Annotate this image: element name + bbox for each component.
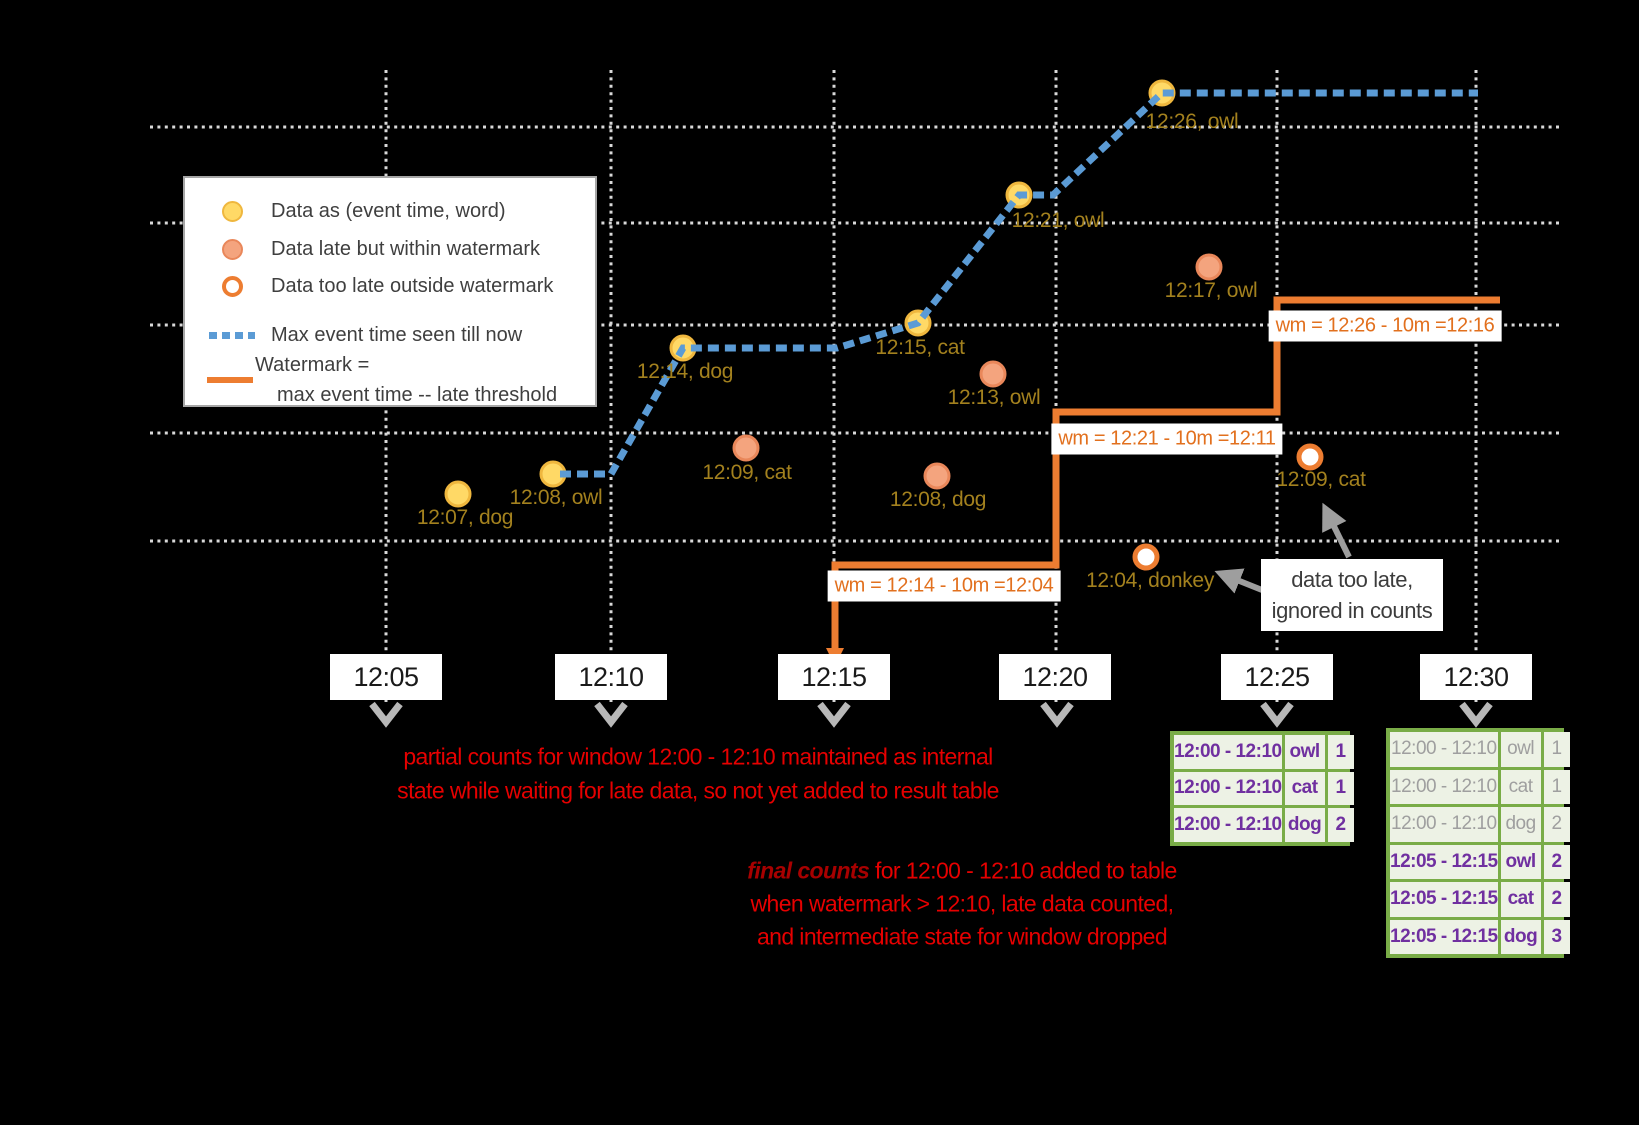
too-late-ring-icon [209,275,255,297]
legend: Data as (event time, word) Data late but… [183,176,597,407]
legend-label: Watermark = [255,354,370,376]
legend-item: Data late but within watermark [209,234,540,264]
window-cell: 12:05 - 12:15 [1390,882,1498,917]
max-event-time-line [560,89,1478,478]
count-cell: 3 [1543,919,1570,954]
on-time-dot-icon [209,200,255,222]
window-cell: 12:05 - 12:15 [1390,844,1498,879]
window-cell: 12:00 - 12:10 [1390,732,1498,767]
point-label: 12:09, cat [1276,468,1366,491]
result-table-1230: 12:00 - 12:10 owl 1 12:00 - 12:10 cat 1 … [1386,728,1570,958]
late-point-dot [732,434,760,462]
window-cell: 12:05 - 12:15 [1390,919,1498,954]
point-label: 12:17, owl [1164,279,1258,302]
legend-label: Data as (event time, word) [271,199,506,222]
word-cell: dog [1500,919,1541,954]
window-cell: 12:00 - 12:10 [1390,769,1498,804]
watermark-value-label: wm = 12:26 - 10m =12:16 [1268,310,1502,342]
final-counts-note-line1: final counts for 12:00 - 12:10 added to … [747,857,1177,885]
time-tick-1225: 12:25 [1221,654,1333,700]
word-cell: cat [1500,769,1541,804]
word-cell: owl [1500,732,1541,767]
count-cell: 1 [1543,732,1570,767]
legend-item: Max event time seen till now [209,320,522,350]
watermark-value-label: wm = 12:21 - 10m =12:11 [1051,423,1283,455]
window-cell: 12:00 - 12:10 [1174,735,1282,769]
late-point-dot [979,360,1007,388]
count-cell: 2 [1327,808,1354,842]
point-label: 12:26, owl [1145,110,1239,133]
result-table-1225: 12:00 - 12:10 owl 1 12:00 - 12:10 cat 1 … [1170,731,1354,846]
late-point-dot [1195,253,1223,281]
late-point-dot [923,462,951,490]
too-late-line1: data too late, [1291,567,1413,592]
time-tick-1215: 12:15 [778,654,890,700]
final-counts-note-line3: and intermediate state for window droppe… [756,923,1168,950]
point-label: 12:21, owl [1011,209,1105,232]
word-cell: dog [1284,808,1325,842]
point-label: 12:14, dog [636,360,734,383]
legend-item: Data as (event time, word) [209,196,506,226]
blue-dashed-line-icon [209,331,255,339]
point-label: 12:08, dog [889,488,987,511]
point-label: 12:09, cat [702,461,792,484]
axis-arrow-icons [369,701,1493,728]
partial-counts-note-line2: state while waiting for late data, so no… [397,777,999,804]
legend-item: Data too late outside watermark [209,271,553,301]
watermark-value-label: wm = 12:14 - 10m =12:04 [827,570,1061,602]
window-cell: 12:00 - 12:10 [1174,771,1282,806]
orange-line-icon [207,377,253,383]
legend-label: Max event time seen till now [271,323,523,346]
too-late-callout: data too late, ignored in counts [1261,559,1443,631]
late-dot-icon [209,238,255,260]
count-cell: 1 [1327,735,1354,769]
word-cell: cat [1500,882,1541,917]
time-tick-1210: 12:10 [555,654,667,700]
point-label: 12:08, owl [509,486,603,509]
word-cell: owl [1284,735,1325,769]
legend-label: max event time -- late threshold [277,384,558,406]
too-late-point-dot [1132,543,1160,571]
legend-label: Data too late outside watermark [271,274,554,297]
legend-label: Data late but within watermark [271,237,541,260]
word-cell: cat [1284,771,1325,806]
time-tick-1220: 12:20 [999,654,1111,700]
count-cell: 1 [1327,771,1354,806]
point-label: 12:07, dog [416,506,514,529]
window-cell: 12:00 - 12:10 [1174,808,1282,842]
too-late-point-dot [1296,443,1324,471]
count-cell: 1 [1543,769,1570,804]
final-counts-note-line2: when watermark > 12:10, late data counte… [750,890,1175,917]
count-cell: 2 [1543,807,1570,842]
final-counts-emphasis: final counts [747,857,870,884]
point-label: 12:04, donkey [1085,569,1215,592]
time-tick-1230: 12:30 [1420,654,1532,700]
final-counts-rest: for 12:00 - 12:10 added to table [869,857,1177,884]
word-cell: dog [1500,807,1541,842]
time-tick-1205: 12:05 [330,654,442,700]
word-cell: owl [1500,844,1541,879]
partial-counts-note-line1: partial counts for window 12:00 - 12:10 … [403,743,993,770]
window-cell: 12:00 - 12:10 [1390,807,1498,842]
too-late-callout-arrows [1214,502,1352,594]
on-time-point-dot [444,480,472,508]
too-late-line2: ignored in counts [1271,598,1433,623]
count-cell: 2 [1543,844,1570,879]
point-label: 12:15, cat [875,336,965,359]
point-label: 12:13, owl [947,386,1041,409]
count-cell: 2 [1543,882,1570,917]
